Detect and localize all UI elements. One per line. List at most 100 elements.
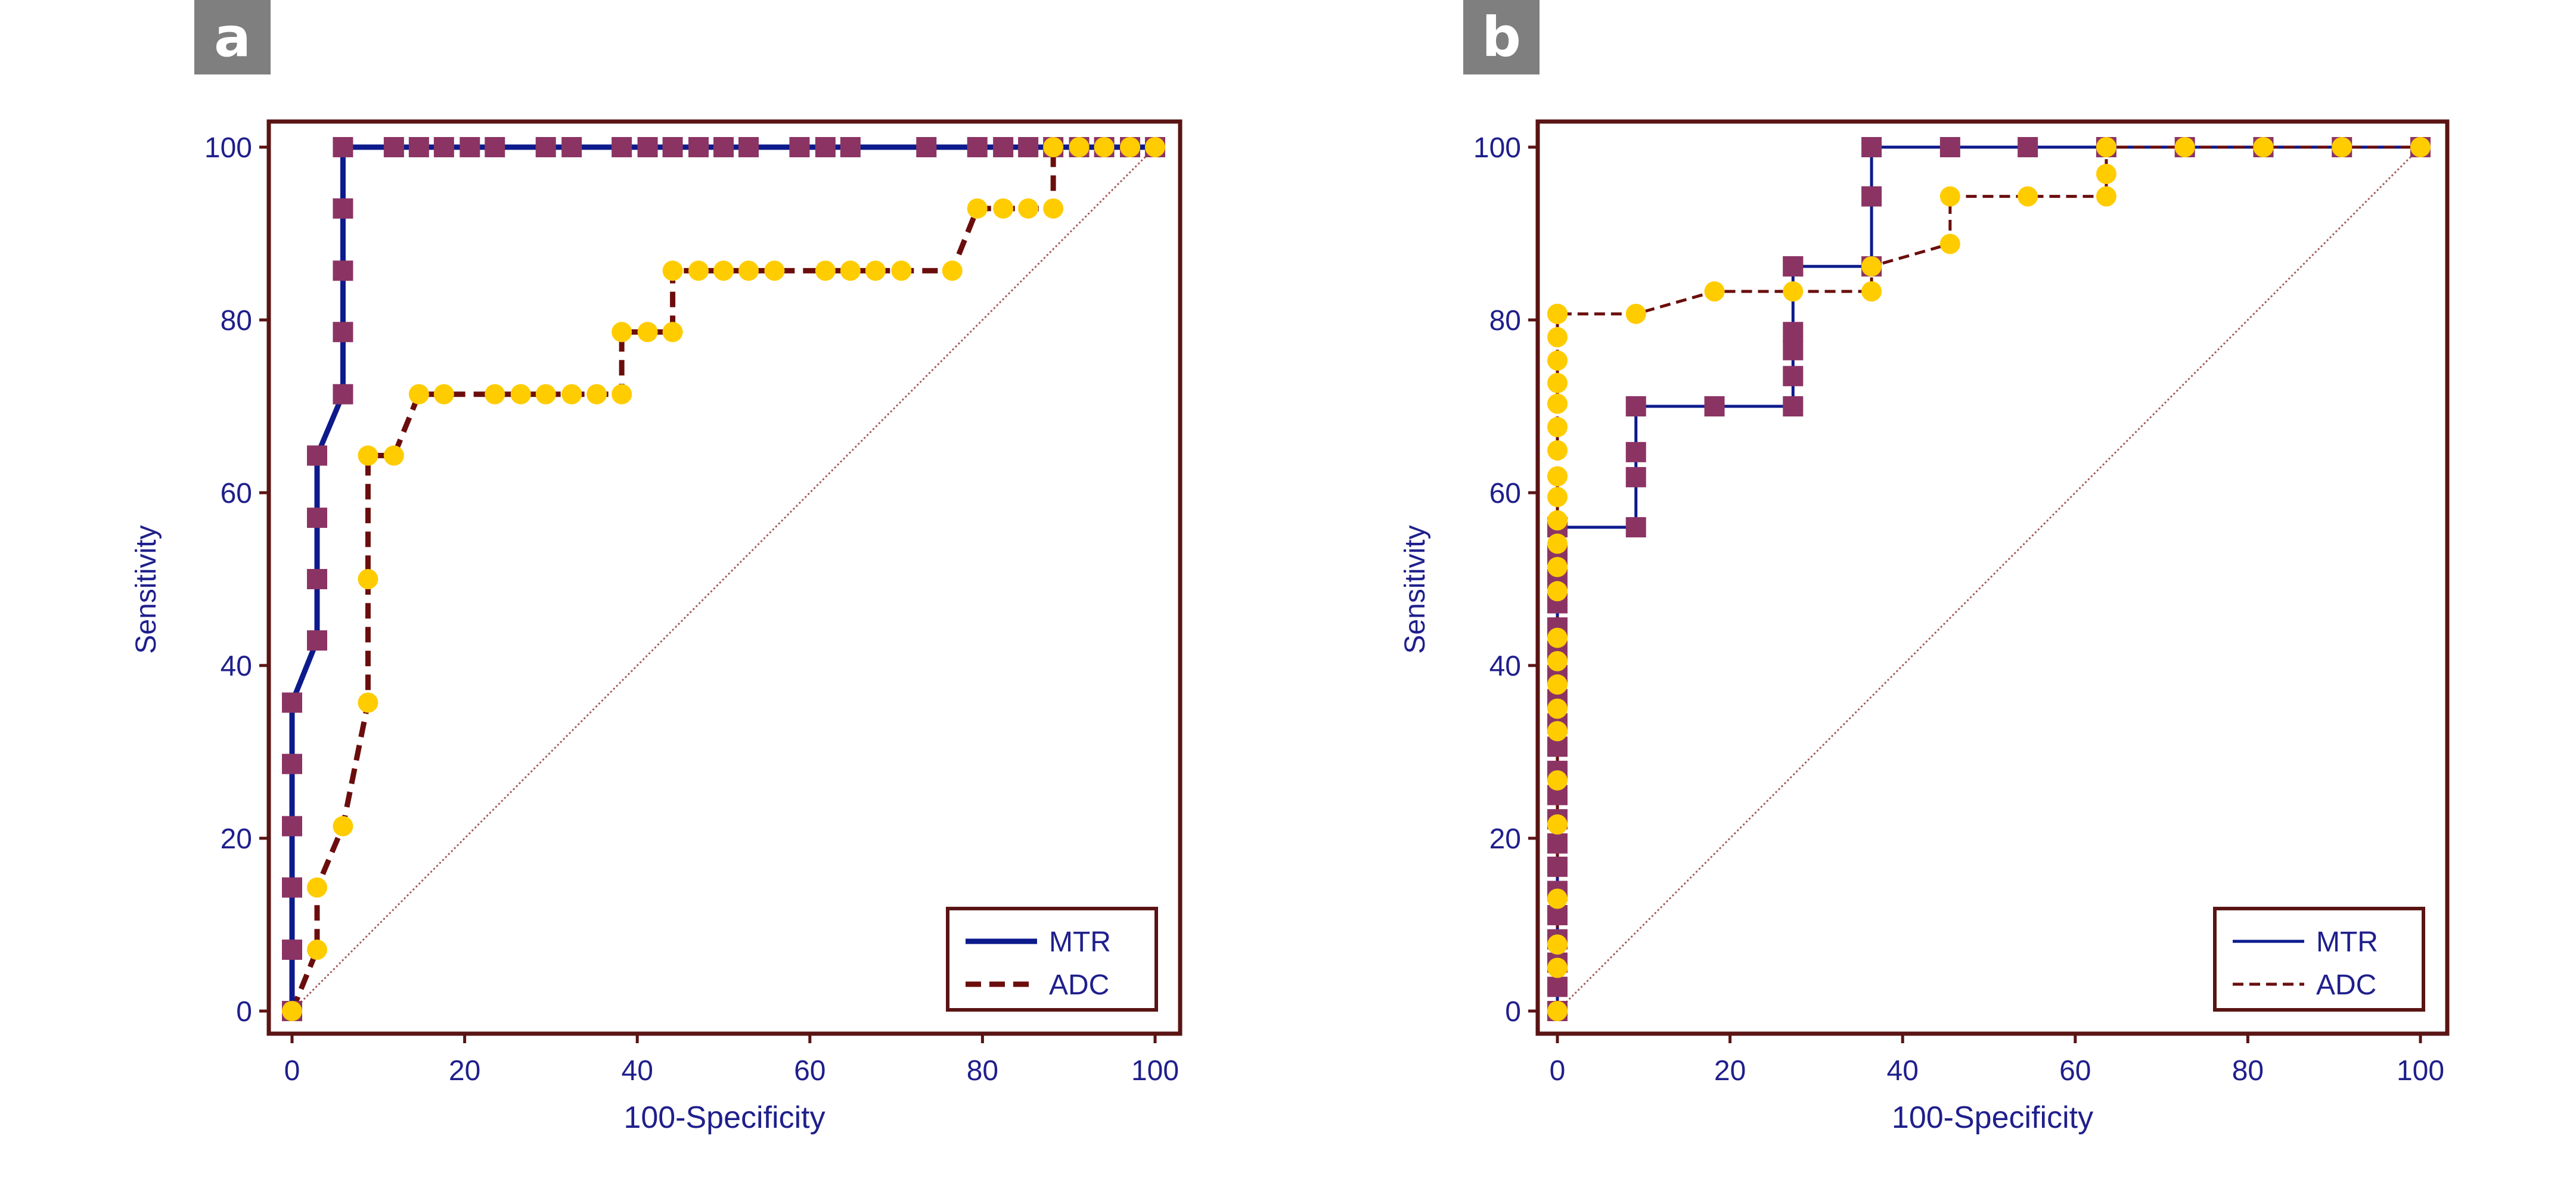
adc-point <box>306 877 327 898</box>
mtr-point <box>306 569 327 589</box>
adc-point <box>1145 137 1165 157</box>
adc-point <box>662 260 683 281</box>
mtr-point <box>840 137 861 157</box>
adc-point <box>865 260 886 281</box>
mtr-point <box>967 137 988 157</box>
mtr-point <box>612 137 632 157</box>
adc-point <box>1547 393 1568 414</box>
mtr-point <box>306 508 327 528</box>
mtr-point <box>535 137 556 157</box>
mtr-point <box>282 816 302 836</box>
adc-point <box>1861 281 1882 302</box>
series-line-mtr <box>289 144 1155 1011</box>
x-tick-label: 40 <box>622 1055 653 1087</box>
adc-point <box>1069 137 1090 157</box>
x-tick-label: 100 <box>1131 1055 1179 1087</box>
adc-point <box>815 260 836 281</box>
adc-point <box>1547 814 1568 835</box>
adc-point <box>561 384 582 405</box>
adc-point <box>358 445 378 466</box>
mtr-point <box>815 137 836 157</box>
y-tick-label: 0 <box>236 996 252 1028</box>
x-axis-label: 100-Specificity <box>1892 1100 2093 1135</box>
mtr-point <box>485 137 505 157</box>
mtr-point <box>333 137 353 157</box>
mtr-point <box>282 692 302 713</box>
x-tick-label: 20 <box>449 1055 480 1087</box>
adc-point <box>2332 137 2352 157</box>
y-tick-label: 20 <box>221 823 252 855</box>
x-tick-label: 40 <box>1887 1055 1919 1087</box>
mtr-point <box>282 877 302 898</box>
legend-label-mtr: MTR <box>2316 926 2378 958</box>
adc-point <box>840 260 861 281</box>
adc-point <box>967 198 988 219</box>
adc-point <box>1547 416 1568 437</box>
x-tick-label: 0 <box>1550 1055 1566 1087</box>
adc-point <box>1547 327 1568 347</box>
x-tick-label: 60 <box>794 1055 825 1087</box>
mtr-point <box>688 137 709 157</box>
mtr-point <box>993 137 1014 157</box>
mtr-point <box>408 137 429 157</box>
adc-point <box>282 1001 302 1021</box>
mtr-point <box>333 384 353 405</box>
mtr-point <box>713 137 734 157</box>
legend-label-adc: ADC <box>1049 969 1109 1001</box>
mtr-point <box>1939 137 1960 157</box>
adc-point <box>485 384 505 405</box>
adc-point <box>1547 770 1568 791</box>
reference-diagonal <box>291 146 1156 1012</box>
adc-point <box>993 198 1014 219</box>
y-tick-label: 100 <box>1473 132 1521 164</box>
adc-point <box>1547 487 1568 508</box>
adc-point <box>1547 674 1568 695</box>
mtr-point <box>1783 340 1804 360</box>
legend-box <box>946 907 1158 1012</box>
mtr-point <box>306 630 327 651</box>
adc-point <box>2174 137 2195 157</box>
adc-point <box>358 569 378 589</box>
adc-point <box>1939 234 1960 254</box>
mtr-point <box>306 445 327 466</box>
adc-point <box>1547 372 1568 393</box>
mtr-point <box>282 940 302 960</box>
mtr-point <box>333 260 353 281</box>
mtr-point <box>1547 833 1568 854</box>
adc-point <box>612 384 632 405</box>
adc-point <box>1547 721 1568 742</box>
adc-point <box>1547 510 1568 531</box>
mtr-point <box>789 137 810 157</box>
adc-point <box>1547 440 1568 461</box>
adc-point <box>1783 281 1804 302</box>
mtr-point <box>1783 322 1804 343</box>
mtr-point <box>1861 186 1882 207</box>
x-axis-label: 100-Specificity <box>623 1100 825 1135</box>
adc-point <box>1547 350 1568 371</box>
adc-point <box>2018 186 2038 207</box>
mtr-point <box>433 137 454 157</box>
legend-label-adc: ADC <box>2316 969 2376 1001</box>
adc-point <box>1547 934 1568 955</box>
x-tick-label: 80 <box>967 1055 998 1087</box>
mtr-point <box>1547 856 1568 877</box>
adc-point <box>2096 137 2116 157</box>
adc-point <box>1094 137 1115 157</box>
adc-point <box>383 445 404 466</box>
adc-point <box>891 260 912 281</box>
mtr-point <box>1783 256 1804 277</box>
mtr-point <box>333 322 353 343</box>
y-tick-label: 60 <box>1489 478 1521 509</box>
adc-point <box>713 260 734 281</box>
mtr-point <box>1783 366 1804 387</box>
plot-frame <box>266 119 1183 1036</box>
adc-point <box>1547 888 1568 909</box>
y-tick-label: 100 <box>204 132 252 164</box>
plot-frame <box>1535 119 2450 1036</box>
adc-point <box>1625 303 1646 324</box>
adc-point <box>1547 627 1568 648</box>
adc-point <box>358 692 378 713</box>
mtr-point <box>333 198 353 219</box>
